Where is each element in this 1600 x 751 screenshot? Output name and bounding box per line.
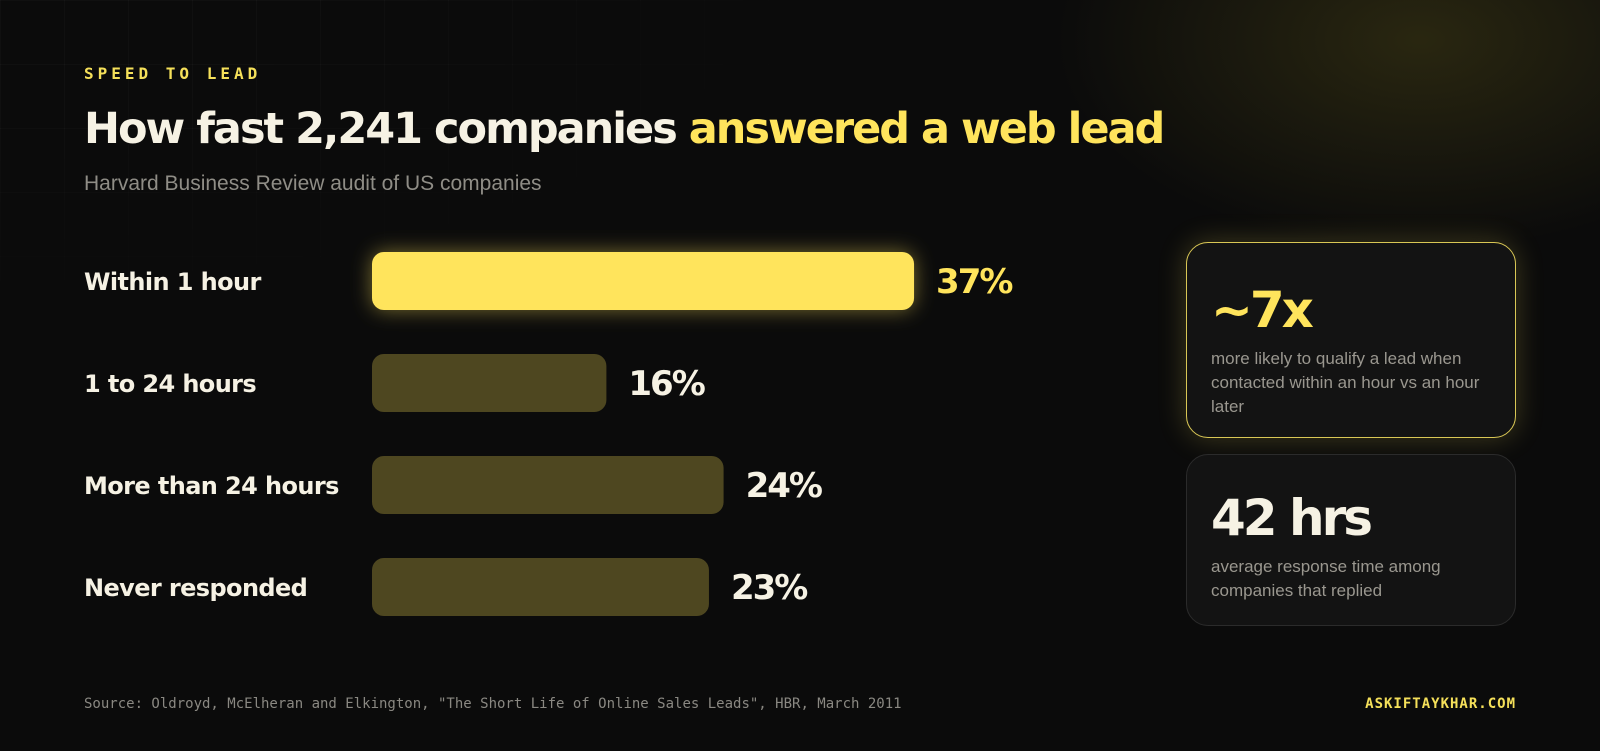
stat-card-response-time: 42 hrs average response time among compa… [1186, 454, 1516, 626]
category-label-more-than-24-hours: More than 24 hours [84, 472, 339, 500]
category-label-never-responded: Never responded [84, 574, 307, 602]
stat-value-response-time: 42 hrs [1211, 489, 1373, 547]
page-subtitle: Harvard Business Review audit of US comp… [84, 172, 542, 195]
stat-description-response-time: average response time among companies th… [1211, 557, 1441, 600]
title-highlight: answered a web lead [688, 104, 1166, 154]
bar-1-to-24-hours [372, 354, 607, 412]
category-label-within-1-hour: Within 1 hour [84, 268, 261, 296]
title-main: How fast 2,241 companies [84, 104, 678, 154]
stat-card-qualify: ~7x more likely to qualify a lead when c… [1186, 242, 1516, 438]
stat-value-qualify: ~7x [1211, 281, 1314, 339]
bar-within-1-hour [372, 252, 915, 310]
value-label-never-responded: 23% [731, 568, 807, 608]
value-label-1-to-24-hours: 16% [628, 364, 704, 404]
page-title: How fast 2,241 companies answered a web … [84, 104, 1166, 154]
response-time-bar-chart: Within 1 hour 37% 1 to 24 hours 16% More tha… [84, 252, 1014, 616]
source-citation: Source: Oldroyd, McElheran and Elkington… [84, 696, 902, 712]
eyebrow-label: SPEED TO LEAD [84, 64, 262, 83]
bar-more-than-24-hours [372, 456, 724, 514]
bar-never-responded [372, 558, 709, 616]
stat-description-qualify: more likely to qualify a lead when conta… [1211, 349, 1480, 416]
category-label-1-to-24-hours: 1 to 24 hours [84, 370, 256, 398]
value-label-within-1-hour: 37% [936, 262, 1012, 302]
value-label-more-than-24-hours: 24% [746, 466, 822, 506]
brand-link[interactable]: ASKIFTAYKHAR.COM [1365, 696, 1516, 712]
